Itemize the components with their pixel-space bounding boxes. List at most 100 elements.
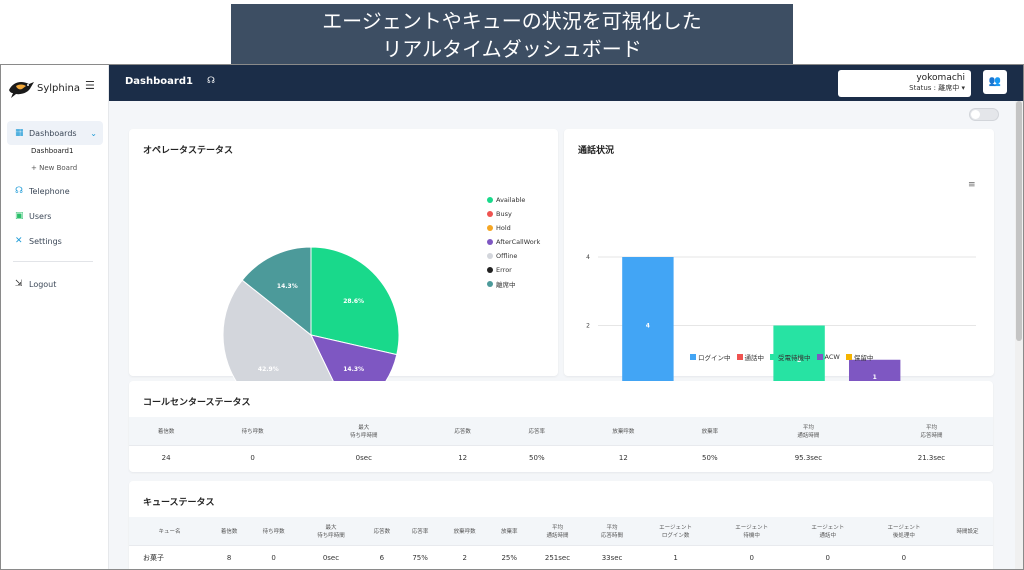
operator-status-card: オペレータステータス 28.6% 14.3% 42.9% 14.3% Availabl… bbox=[129, 129, 558, 424]
pie-slice-label: 42.9% bbox=[258, 366, 279, 373]
logo-text: Sylphina bbox=[37, 82, 80, 94]
headset-icon: ☊ bbox=[15, 186, 23, 196]
table-cell: 1 bbox=[637, 544, 714, 569]
legend-label: 受電待機中 bbox=[778, 354, 811, 362]
table-cell: 0sec bbox=[302, 444, 426, 471]
table-cell: 0 bbox=[713, 544, 790, 569]
callcenter-table: 着信数 待ち呼数 最大 待ち呼時間 応答数 応答率 放棄呼数 放棄率 平均 通話時間 平均 応答時間 … bbox=[129, 417, 993, 471]
table-cell: 25% bbox=[490, 544, 529, 569]
legend-label: AfterCallWork bbox=[496, 238, 541, 246]
team-button[interactable]: 👥 bbox=[983, 70, 1007, 94]
pie-slice-label: 28.6% bbox=[343, 298, 364, 305]
chart-menu-icon[interactable]: ≡ bbox=[968, 180, 976, 190]
legend-item[interactable]: 保留中 bbox=[845, 352, 874, 362]
scrollbar[interactable] bbox=[1015, 101, 1023, 569]
pie-slice-label: 14.3% bbox=[343, 366, 364, 373]
card-title: オペレータステータス bbox=[143, 146, 234, 156]
legend-item[interactable]: 通話中 bbox=[736, 352, 764, 362]
sidebar-item-settings[interactable]: ✕ Settings bbox=[7, 229, 103, 253]
refresh-toggle[interactable] bbox=[969, 108, 999, 121]
legend-item[interactable]: ACW bbox=[816, 352, 840, 362]
y-tick-label: 4 bbox=[586, 254, 590, 261]
column-header: 平均 応答時間 bbox=[869, 417, 993, 445]
legend-item[interactable]: 受電待機中 bbox=[770, 352, 811, 362]
app-window: Sylphina ☰ ▦ Dashboards ⌄ Dashboard1 + N… bbox=[0, 64, 1024, 570]
legend-item[interactable]: Busy bbox=[487, 207, 540, 221]
table-row: 24 0 0sec 12 50% 12 50% 95.3sec 21.3sec bbox=[129, 444, 993, 471]
table-cell: 95.3sec bbox=[746, 444, 870, 471]
new-board-link[interactable]: + New Board bbox=[31, 164, 78, 172]
user-status: Status : 離席中 ▾ bbox=[909, 84, 965, 92]
legend-item[interactable]: 離席中 bbox=[487, 277, 540, 291]
table-cell: 50% bbox=[499, 444, 574, 471]
table-cell: 21.3sec bbox=[869, 444, 993, 471]
legend-item[interactable]: ログイン中 bbox=[690, 352, 731, 362]
legend-swatch bbox=[487, 253, 493, 259]
column-header: 応答率 bbox=[401, 517, 440, 545]
table-cell: 0 bbox=[203, 444, 303, 471]
column-header: エージェント 待機中 bbox=[713, 517, 790, 545]
column-header: 応答数 bbox=[425, 417, 500, 445]
headset-icon[interactable]: ☊ bbox=[207, 76, 215, 86]
column-header: 放棄呼数 bbox=[573, 417, 673, 445]
column-header: 待ち呼数 bbox=[203, 417, 303, 445]
column-header: 応答率 bbox=[499, 417, 574, 445]
menu-collapse-icon[interactable]: ☰ bbox=[85, 79, 95, 92]
pie-legend: Available Busy Hold AfterCallWork Offline Err… bbox=[487, 193, 540, 291]
legend-swatch bbox=[487, 197, 493, 203]
legend-label: 保留中 bbox=[853, 354, 874, 362]
legend-item[interactable]: Offline bbox=[487, 249, 540, 263]
logo[interactable]: Sylphina bbox=[7, 75, 107, 101]
table-cell: 24 bbox=[129, 444, 204, 471]
chevron-down-icon: ⌄ bbox=[90, 128, 97, 138]
sidebar-item-label: Dashboards bbox=[29, 128, 77, 138]
caption-banner: エージェントやキューの状況を可視化した リアルタイムダッシュボード bbox=[231, 4, 793, 66]
users-icon: ▣ bbox=[15, 211, 24, 221]
legend-swatch bbox=[487, 281, 493, 287]
legend-label: Busy bbox=[496, 210, 512, 218]
table-cell: 251sec bbox=[528, 544, 587, 569]
sidebar-subitem-dashboard1[interactable]: Dashboard1 bbox=[31, 147, 74, 155]
column-header: 平均 通話時間 bbox=[528, 517, 587, 545]
legend-swatch bbox=[487, 225, 493, 231]
column-header: 放棄呼数 bbox=[439, 517, 491, 545]
user-name: yokomachi bbox=[916, 73, 965, 83]
legend-swatch bbox=[487, 239, 493, 245]
bar-value-label: 2 bbox=[797, 357, 801, 364]
user-status-dropdown[interactable]: yokomachi Status : 離席中 ▾ bbox=[838, 70, 971, 97]
dashboard-icon: ▦ bbox=[15, 128, 24, 138]
legend-item[interactable]: Available bbox=[487, 193, 540, 207]
queue-table: キュー名 着信数 待ち呼数 最大 待ち呼時間 応答数 応答率 放棄呼数 放棄率 平均 通話時間 平均応… bbox=[129, 517, 993, 569]
bar-ログイン中[interactable] bbox=[622, 257, 674, 394]
bar-value-label: 1 bbox=[873, 374, 877, 381]
column-header: 平均 通話時間 bbox=[746, 417, 870, 445]
sidebar-item-telephone[interactable]: ☊ Telephone bbox=[7, 179, 103, 203]
column-header: 時間設定 bbox=[941, 517, 993, 545]
legend-item[interactable]: Error bbox=[487, 263, 540, 277]
sidebar-item-label: Telephone bbox=[29, 186, 70, 196]
scrollbar-thumb[interactable] bbox=[1016, 101, 1022, 341]
sidebar-divider bbox=[13, 261, 93, 262]
pie-slice-available[interactable] bbox=[310, 246, 400, 356]
legend-swatch bbox=[816, 354, 823, 360]
legend-item[interactable]: AfterCallWork bbox=[487, 235, 540, 249]
column-header: 応答数 bbox=[362, 517, 401, 545]
table-cell: 8 bbox=[209, 544, 249, 569]
legend-item[interactable]: Hold bbox=[487, 221, 540, 235]
table-row: お菓子 8 0 0sec 6 75% 2 25% 251sec 33sec 1 0 0 0 bbox=[129, 544, 993, 569]
table-cell: 0 bbox=[789, 544, 866, 569]
pie-slice-離席中[interactable] bbox=[241, 246, 312, 337]
y-tick-label: 2 bbox=[586, 323, 590, 330]
column-header: 着信数 bbox=[209, 517, 249, 545]
call-status-card: 通話状況 ≡ 0244ログイン中通話中2受電待機中1ACW保留中 ログイン中通話… bbox=[564, 129, 994, 408]
sidebar-item-dashboards[interactable]: ▦ Dashboards ⌄ bbox=[7, 121, 103, 145]
legend-label: Available bbox=[496, 196, 526, 204]
table-cell: 75% bbox=[401, 544, 440, 569]
sidebar-item-logout[interactable]: ⇲ Logout bbox=[7, 272, 103, 296]
sidebar-item-users[interactable]: ▣ Users bbox=[7, 204, 103, 228]
column-header: エージェント 後処理中 bbox=[865, 517, 942, 545]
legend-swatch bbox=[487, 211, 493, 217]
queue-status-card: キューステータス キュー名 着信数 待ち呼数 最大 待ち呼時間 応答数 応答率 放棄呼数 放棄率… bbox=[129, 481, 993, 569]
column-header: 最大 待ち呼時間 bbox=[302, 417, 426, 445]
legend-label: Error bbox=[496, 266, 512, 274]
